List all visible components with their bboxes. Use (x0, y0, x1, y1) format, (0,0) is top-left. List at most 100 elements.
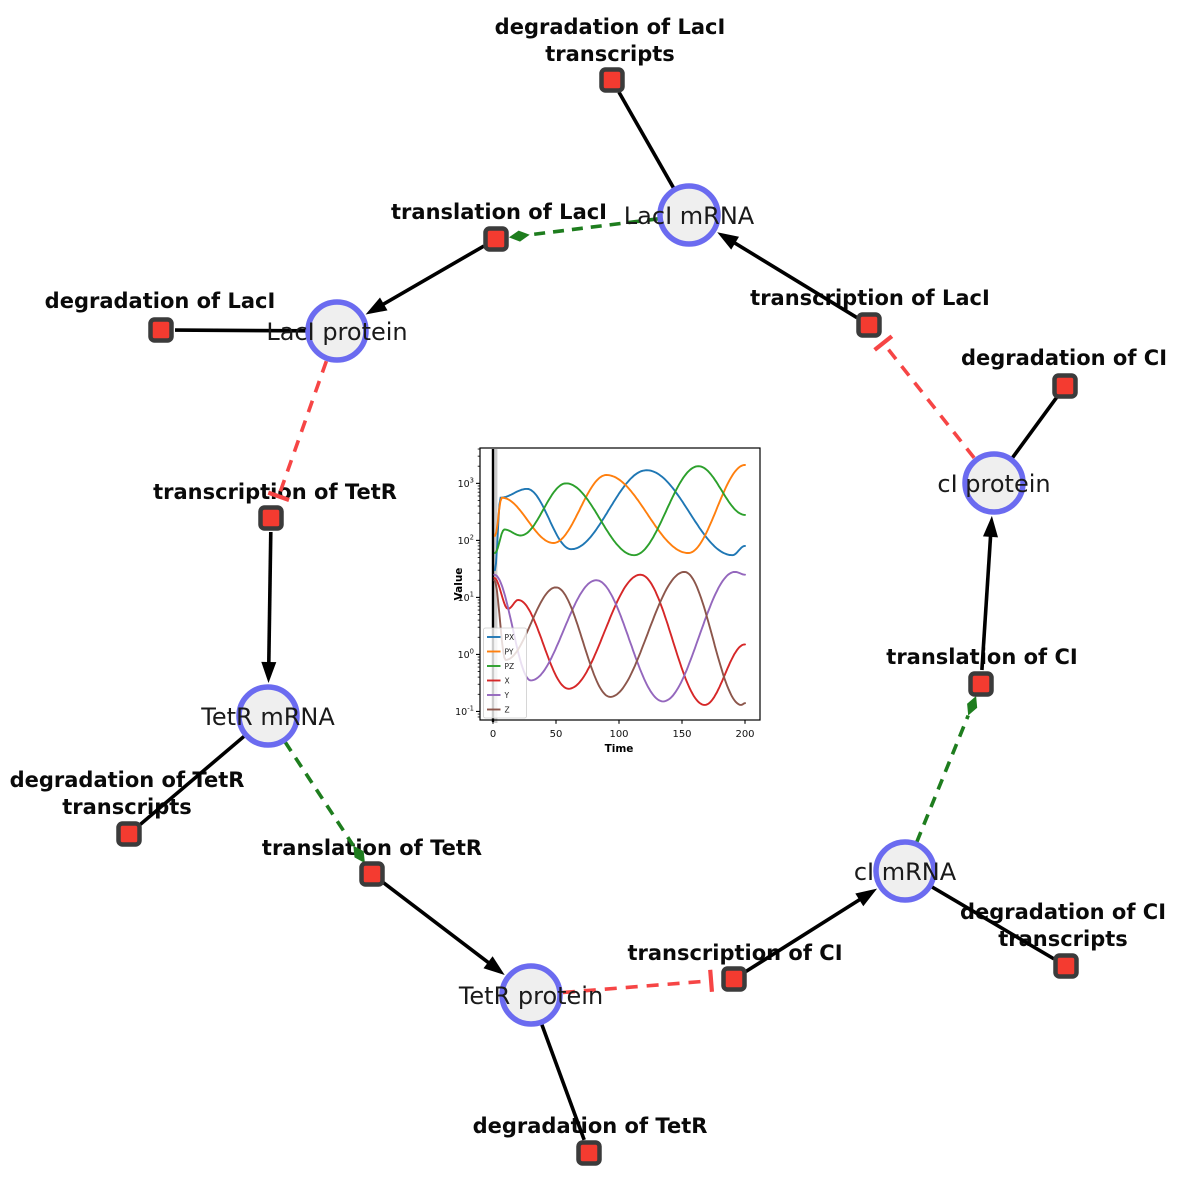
reaction-labels-layer: degradation of LacI transcripts translatio… (10, 15, 1167, 1138)
production-line (744, 895, 866, 974)
edges-layer (138, 91, 1059, 1141)
y-axis-title: Value (453, 568, 465, 601)
edge-modifier-tetr_mrna-transl_tetr (283, 740, 365, 864)
x-axis-title: Time (605, 743, 634, 755)
edge-production-transl_ci-ci_protein (980, 515, 998, 671)
production-arrowhead-icon (855, 888, 878, 907)
production-arrowhead-icon (483, 956, 505, 975)
inhibition-dashed-line (881, 341, 976, 460)
reaction-label-deg_ci_tr-line0: degradation of CI (960, 900, 1166, 924)
y-tick-label: 102 (458, 533, 474, 547)
x-tick-label: 100 (609, 729, 628, 740)
species-node-ci_mrna[interactable] (873, 839, 937, 903)
edge-inhibition-tetr_protein-transc_ci (562, 969, 715, 995)
modifier-dashed-line (915, 714, 970, 843)
legend-entry-PY: PY (505, 647, 514, 656)
reaction-node-deg_tetr_tr[interactable] (116, 821, 142, 847)
edge-production-transc_tetr-tetr_mrna (261, 531, 277, 683)
species-node-tetr_mrna[interactable] (236, 684, 300, 748)
production-line (729, 238, 858, 320)
edge-production-transc_ci-ci_mrna (744, 888, 878, 974)
modifier-diamond-icon (967, 696, 978, 716)
production-arrowhead-icon (983, 515, 998, 538)
reaction-node-deg_laci[interactable] (148, 317, 174, 343)
reaction-label-transc_ci-line0: transcription of CI (627, 941, 842, 965)
species-node-ci_protein[interactable] (962, 451, 1026, 515)
reaction-label-deg_tetr-line0: degradation of TetR (473, 1114, 708, 1138)
production-line (377, 244, 485, 309)
species-label-ci_protein: cI protein (937, 470, 1050, 498)
y-tick-label: 10-1 (455, 704, 474, 718)
inhibition-tee-icon (708, 969, 715, 992)
modifier-diamond-icon (508, 230, 530, 242)
x-tick-label: 150 (672, 729, 691, 740)
modifier-dashed-line (529, 217, 659, 237)
reaction-node-deg_laci_tr[interactable] (599, 67, 625, 93)
reaction-node-transc_tetr[interactable] (258, 505, 284, 531)
edge-consumption-ci_mrna-deg_ci_tr (930, 885, 1055, 961)
species-node-laci_mrna[interactable] (657, 183, 721, 247)
y-tick-label: 100 (458, 647, 474, 661)
reaction-label-transc_laci-line0: transcription of LacI (750, 286, 990, 310)
edge-consumption-ci_protein-deg_ci (1010, 396, 1059, 460)
edge-production-transl_tetr-tetr_protein (382, 881, 505, 975)
edge-production-transl_laci-laci_protein (365, 244, 485, 315)
species-label-laci_protein: LacI protein (266, 318, 407, 346)
reaction-node-deg_ci[interactable] (1052, 373, 1078, 399)
plot-series-X (493, 573, 746, 706)
species-node-laci_protein[interactable] (305, 299, 369, 363)
reaction-label-deg_laci_tr-line1: transcripts (545, 42, 675, 66)
production-arrowhead-icon (365, 297, 388, 315)
species-label-tetr_mrna: TetR mRNA (200, 703, 335, 731)
x-tick-label: 0 (490, 729, 496, 740)
reaction-node-deg_ci_tr[interactable] (1053, 953, 1079, 979)
reaction-node-transl_ci[interactable] (968, 671, 994, 697)
edge-consumption-laci_protein-deg_laci (174, 328, 307, 333)
reaction-node-transl_tetr[interactable] (359, 861, 385, 887)
reaction-label-deg_laci_tr-line0: degradation of LacI (495, 15, 726, 39)
species-node-tetr_protein[interactable] (499, 963, 563, 1027)
reaction-label-transl_laci-line0: translation of LacI (391, 200, 607, 224)
consumption-line (174, 328, 307, 333)
edge-inhibition-laci_protein-transc_tetr (267, 360, 329, 502)
y-tick-label: 103 (458, 476, 474, 490)
species-label-laci_mrna: LacI mRNA (624, 202, 755, 230)
y-tick-label: 101 (458, 590, 474, 604)
x-tick-label: 50 (550, 729, 563, 740)
legend-entry-Y: Y (504, 691, 510, 700)
reaction-label-transl_tetr-line0: translation of TetR (262, 836, 482, 860)
edge-consumption-tetr_protein-deg_tetr (539, 1023, 586, 1141)
inset-plot: 0 50 100 150 20010-1100101102103TimeValuePXP… (453, 447, 761, 755)
reaction-label-transc_tetr-line0: transcription of TetR (153, 480, 397, 504)
edge-inhibition-ci_protein-transc_laci (873, 334, 976, 460)
edge-production-transc_laci-laci_mrna (717, 232, 858, 320)
plot-series-PX (493, 469, 746, 572)
inhibition-dashed-line (562, 979, 712, 995)
reaction-node-transc_ci[interactable] (721, 966, 747, 992)
edge-consumption-tetr_mrna-deg_tetr_tr (138, 734, 246, 827)
reaction-node-transc_laci[interactable] (856, 312, 882, 338)
production-line (980, 530, 993, 671)
nodes-layer (116, 67, 1079, 1166)
plot-legend: PX PY PZ XYZ (483, 627, 527, 719)
legend-entry-Z: Z (505, 705, 510, 714)
legend-entry-X: X (505, 676, 510, 685)
consumption-line (539, 1023, 586, 1141)
reaction-label-deg_laci-line0: degradation of LacI (45, 289, 276, 313)
x-tick-label: 200 (735, 729, 754, 740)
consumption-line (1010, 396, 1059, 460)
plot-series-Z (493, 570, 746, 706)
production-arrowhead-icon (717, 232, 739, 250)
consumption-line (617, 91, 676, 189)
consumption-line (930, 885, 1055, 961)
production-arrowhead-icon (261, 661, 277, 683)
reaction-node-transl_laci[interactable] (483, 226, 509, 252)
reaction-node-deg_tetr[interactable] (576, 1140, 602, 1166)
plot-series-PZ (493, 465, 746, 557)
inhibition-tee-icon (873, 334, 894, 352)
species-label-ci_mrna: cI mRNA (854, 858, 957, 886)
edge-consumption-laci_mrna-deg_laci_tr (617, 91, 676, 189)
inhibition-dashed-line (276, 360, 329, 497)
species-labels-layer: LacI mRNA LacI protein TetR mRNA TetR prote… (200, 202, 1050, 1010)
